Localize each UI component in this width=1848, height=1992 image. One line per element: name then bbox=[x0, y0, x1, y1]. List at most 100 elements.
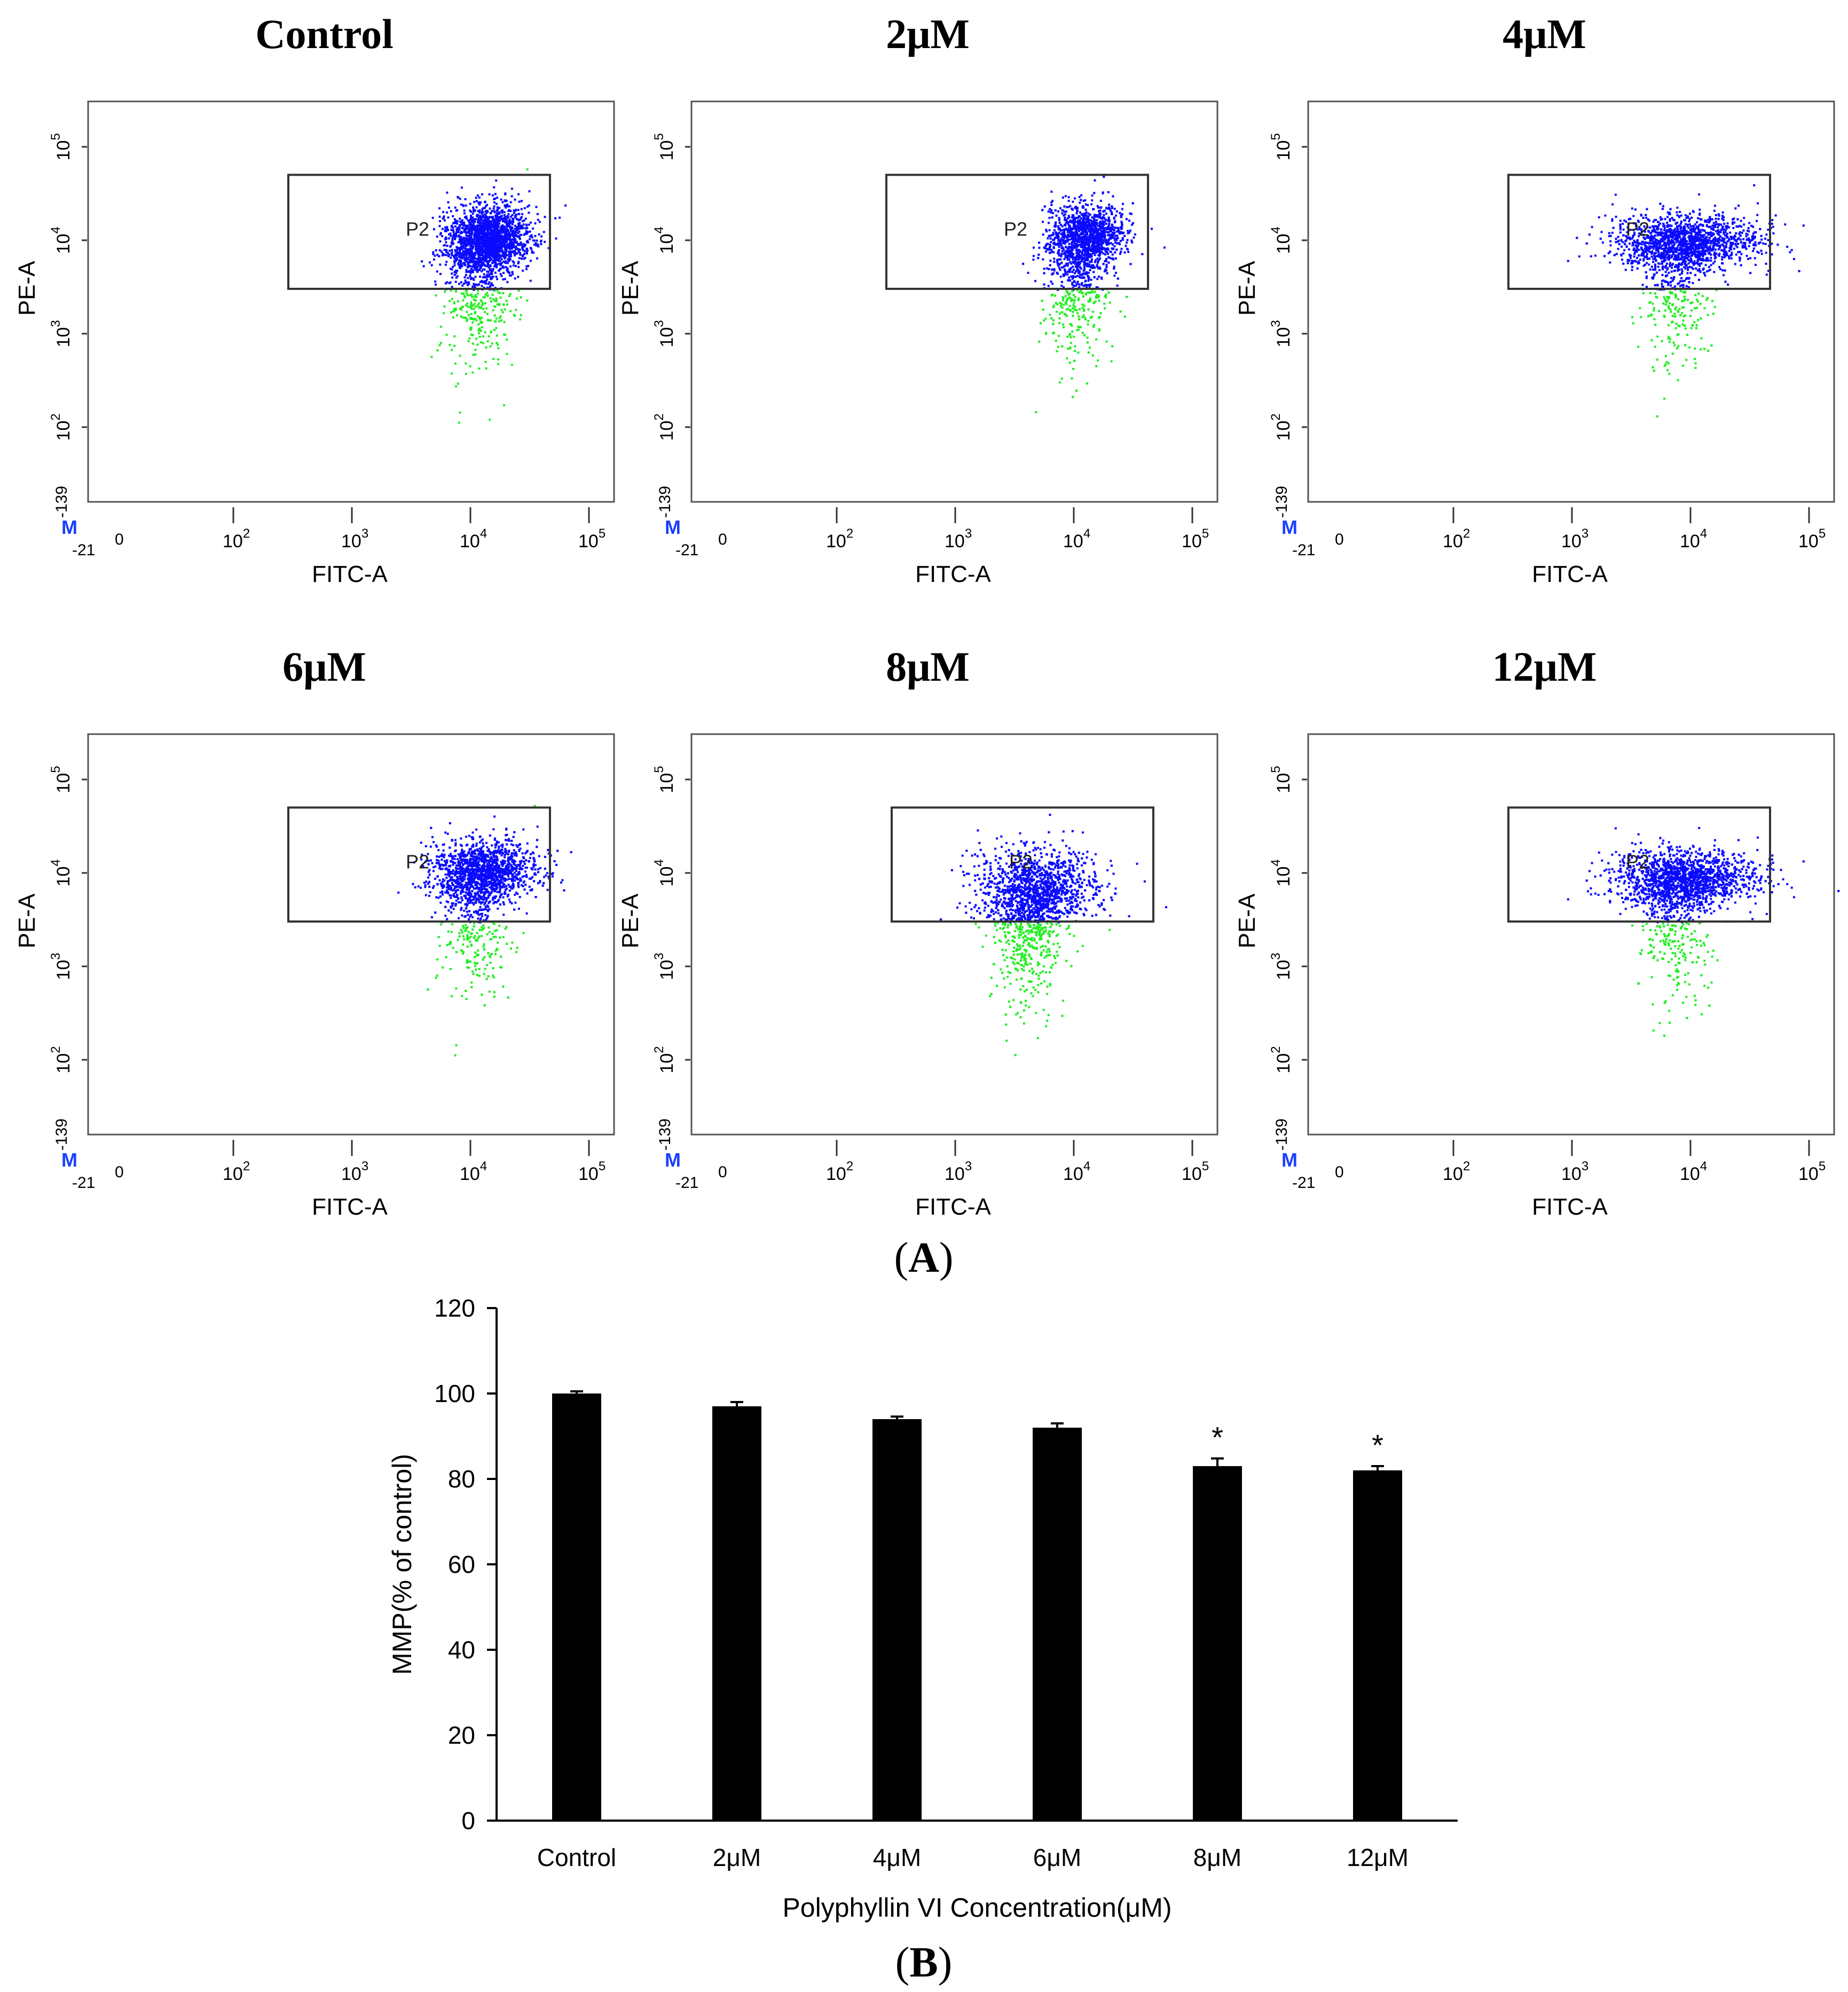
event-dot bbox=[467, 277, 469, 279]
event-dot bbox=[1106, 219, 1109, 222]
event-dot bbox=[1097, 206, 1100, 209]
event-dot bbox=[1081, 332, 1084, 334]
event-dot bbox=[1092, 324, 1095, 326]
event-dot bbox=[461, 223, 463, 226]
event-dot bbox=[512, 251, 515, 254]
event-dot bbox=[1092, 311, 1095, 313]
event-dot bbox=[459, 308, 461, 310]
event-dot bbox=[490, 216, 492, 218]
event-dot bbox=[1099, 200, 1102, 202]
event-dot bbox=[498, 233, 501, 235]
event-dot bbox=[436, 235, 438, 238]
event-dot bbox=[472, 277, 475, 280]
event-dot bbox=[1059, 224, 1062, 226]
event-dot bbox=[1099, 221, 1102, 223]
event-dot bbox=[467, 313, 470, 316]
event-dot bbox=[1076, 249, 1079, 252]
event-dot bbox=[458, 260, 461, 263]
event-dot bbox=[481, 229, 484, 232]
event-dot bbox=[478, 196, 481, 199]
event-dot bbox=[467, 219, 470, 222]
event-dot bbox=[1107, 253, 1110, 255]
event-dot bbox=[1067, 348, 1070, 350]
event-dot bbox=[538, 221, 541, 223]
event-dot bbox=[1070, 233, 1072, 236]
event-dot bbox=[1091, 194, 1094, 197]
event-dot bbox=[457, 263, 460, 265]
event-dot bbox=[528, 223, 530, 226]
event-dot bbox=[1126, 241, 1128, 244]
event-dot bbox=[453, 308, 455, 311]
event-dot bbox=[1106, 231, 1109, 233]
event-dot bbox=[489, 265, 492, 267]
event-dot bbox=[493, 205, 496, 208]
event-dot bbox=[495, 231, 498, 233]
event-dot bbox=[493, 210, 496, 212]
event-dot bbox=[1064, 295, 1067, 297]
event-dot bbox=[489, 297, 492, 300]
event-dot bbox=[490, 248, 493, 251]
event-dot bbox=[501, 238, 504, 240]
event-dot bbox=[463, 231, 466, 233]
event-dot bbox=[1053, 229, 1056, 232]
event-dot bbox=[484, 225, 486, 228]
event-dot bbox=[497, 232, 500, 234]
event-dot bbox=[473, 208, 475, 211]
event-dot bbox=[1098, 275, 1100, 278]
event-dot bbox=[489, 249, 491, 251]
event-dot bbox=[510, 239, 513, 242]
event-dot bbox=[499, 218, 501, 221]
event-dot bbox=[507, 234, 509, 237]
event-dot bbox=[1083, 261, 1086, 263]
event-dot bbox=[496, 229, 499, 231]
event-dot bbox=[461, 316, 464, 319]
event-dot bbox=[1112, 247, 1114, 250]
event-dot bbox=[482, 244, 485, 247]
event-dot bbox=[535, 206, 538, 208]
event-dot bbox=[1098, 328, 1100, 331]
event-dot bbox=[523, 233, 525, 236]
event-dot bbox=[475, 319, 478, 321]
event-dot bbox=[475, 283, 478, 286]
event-dot bbox=[451, 238, 454, 240]
event-dot bbox=[529, 238, 531, 241]
event-dot bbox=[1039, 322, 1042, 325]
event-dot bbox=[474, 275, 477, 278]
event-dot bbox=[475, 337, 478, 340]
event-dot bbox=[455, 246, 458, 248]
event-dot bbox=[525, 251, 528, 254]
event-dot bbox=[504, 235, 507, 238]
event-dot bbox=[469, 225, 472, 228]
y-tick-label: 103 bbox=[652, 320, 677, 347]
event-dot bbox=[451, 268, 453, 271]
event-dot bbox=[512, 260, 514, 263]
event-dot bbox=[500, 235, 502, 238]
event-dot bbox=[490, 272, 493, 274]
event-dot bbox=[451, 272, 453, 275]
event-dot bbox=[469, 277, 472, 279]
event-dot bbox=[1058, 245, 1060, 248]
event-dot bbox=[1096, 359, 1099, 362]
event-dot bbox=[1022, 263, 1025, 265]
event-dot bbox=[479, 226, 482, 229]
event-dot bbox=[1064, 268, 1066, 271]
event-dot bbox=[514, 198, 516, 201]
event-dot bbox=[504, 242, 506, 245]
event-dot bbox=[1078, 256, 1080, 259]
event-dot bbox=[1060, 253, 1063, 255]
event-dot bbox=[491, 240, 494, 243]
event-dot bbox=[488, 281, 491, 284]
event-dot bbox=[496, 209, 498, 212]
event-dot bbox=[1057, 210, 1059, 213]
event-dot bbox=[513, 233, 516, 236]
event-dot bbox=[456, 270, 459, 272]
event-dot bbox=[1052, 246, 1055, 248]
event-dot bbox=[451, 239, 454, 242]
event-dot bbox=[1121, 208, 1123, 210]
event-dot bbox=[1120, 214, 1122, 217]
event-dot bbox=[439, 263, 442, 266]
event-dot bbox=[524, 217, 527, 220]
event-dot bbox=[471, 334, 474, 336]
event-dot bbox=[492, 239, 495, 241]
event-dot bbox=[512, 234, 515, 237]
